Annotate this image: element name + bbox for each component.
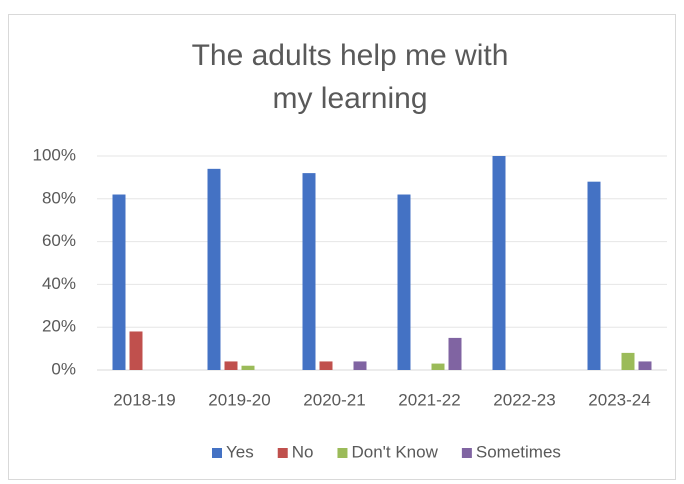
bar <box>492 156 506 370</box>
x-tick-label: 2018-19 <box>113 390 175 409</box>
legend-label: Sometimes <box>476 442 561 461</box>
bar <box>621 352 635 370</box>
legend-label: No <box>292 442 314 461</box>
legend-label: Yes <box>226 442 254 461</box>
legend-swatch <box>337 448 348 458</box>
y-tick-label: 40% <box>42 274 76 293</box>
bar <box>587 181 601 370</box>
x-tick-label: 2021-22 <box>398 390 460 409</box>
bar <box>241 365 255 370</box>
bar <box>112 194 126 370</box>
legend-swatch <box>212 448 222 458</box>
bar <box>224 361 238 370</box>
bar <box>319 361 333 370</box>
x-tick-label: 2019-20 <box>208 390 270 409</box>
bar <box>448 337 462 370</box>
bar <box>431 363 445 370</box>
legend-swatch <box>277 448 288 458</box>
bar <box>397 194 411 370</box>
bar <box>353 361 367 370</box>
y-tick-label: 60% <box>42 231 76 250</box>
bar <box>302 173 316 370</box>
y-tick-label: 0% <box>51 359 76 378</box>
y-tick-label: 100% <box>33 145 76 164</box>
x-tick-label: 2020-21 <box>303 390 365 409</box>
chart-title: The adults help me with my learning <box>192 39 509 115</box>
x-tick-label: 2022-23 <box>493 390 555 409</box>
y-tick-label: 20% <box>42 317 76 336</box>
legend-label: Don't Know <box>351 442 438 461</box>
bar <box>638 361 652 370</box>
x-tick-label: 2023-24 <box>588 390 650 409</box>
y-tick-label: 80% <box>42 188 76 207</box>
bar <box>129 331 143 370</box>
legend-swatch <box>461 448 472 458</box>
bar <box>207 168 221 370</box>
